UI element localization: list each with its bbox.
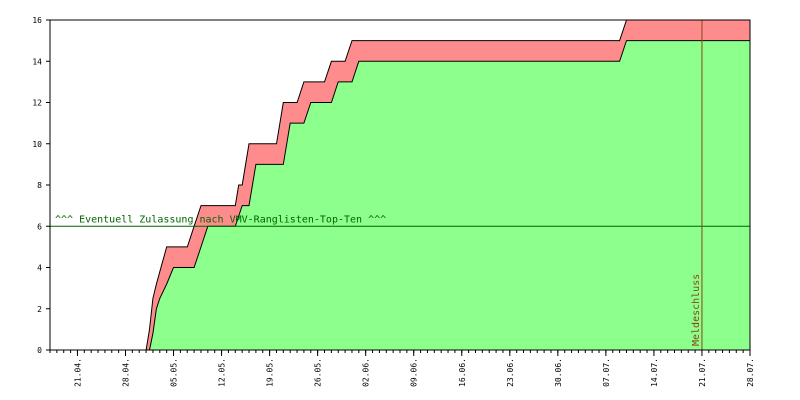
y-tick-label: 12 <box>32 99 42 108</box>
x-tick-label: 28.07. <box>746 358 755 387</box>
x-tick-label: 02.06. <box>362 358 371 387</box>
x-tick-label: 23.06. <box>506 358 515 387</box>
y-tick-label: 4 <box>37 264 42 273</box>
y-tick-label: 2 <box>37 305 42 314</box>
y-tick-label: 0 <box>37 346 42 355</box>
x-tick-label: 07.07. <box>602 358 611 387</box>
y-tick-label: 14 <box>32 57 42 66</box>
x-tick-label: 09.06. <box>410 358 419 387</box>
x-tick-label: 12.05. <box>218 358 227 387</box>
x-tick-label: 26.05. <box>314 358 323 387</box>
x-tick-label: 21.07. <box>698 358 707 387</box>
y-tick-label: 8 <box>37 181 42 190</box>
x-tick-label: 19.05. <box>266 358 275 387</box>
x-tick-label: 14.07. <box>650 358 659 387</box>
line-group <box>50 19 750 351</box>
x-tick-label: 21.04. <box>73 358 82 387</box>
x-tick-label: 16.06. <box>458 358 467 387</box>
series-1-outline <box>50 40 750 351</box>
y-tick-label: 16 <box>32 16 42 25</box>
x-tick-label: 05.05. <box>170 358 179 387</box>
y-axis: 0 2 4 6 8 10 12 14 16 <box>32 16 50 355</box>
x-axis: 21.04. 28.04. 05.05. 12.05. 19.05. 26.05. 02.0… <box>49 350 755 387</box>
y-tick-label: 10 <box>32 140 42 149</box>
x-tick-label: 28.04. <box>121 358 130 387</box>
area-series-group <box>50 20 750 350</box>
series-0-outline <box>50 19 750 351</box>
area-series-1 <box>50 40 750 350</box>
x-tick-label: 30.06. <box>554 358 563 387</box>
deadline-annotation: Meldeschluss <box>691 274 702 346</box>
y-tick-label: 6 <box>37 222 42 231</box>
qualification-annotation: ^^^ Eventuell Zulassung nach VMV-Ranglis… <box>55 214 386 225</box>
